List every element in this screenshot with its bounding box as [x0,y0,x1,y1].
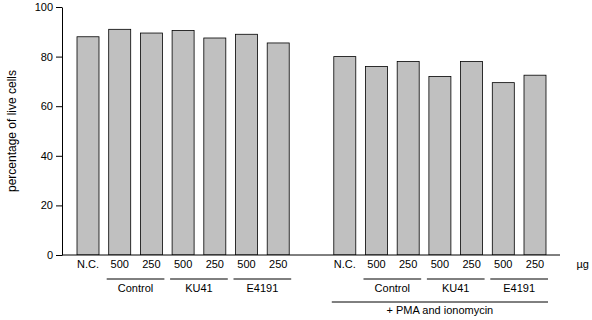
group-bracket [427,279,485,280]
y-tick-label: 0 [47,249,53,261]
y-tick-label: 100 [35,1,53,13]
x-tick-label: 500 [111,258,129,270]
bars [77,29,546,255]
bar [236,34,258,255]
x-tick-labels: N.C. 500 250 500 250 500 250 N.C. 500 250 500 250 50… [77,258,544,270]
y-tick-label: 40 [41,150,53,162]
group-label: Control [118,282,153,294]
x-tick-label: 500 [174,258,192,270]
bar [267,43,289,255]
bar [365,67,387,255]
x-axis-title: µg [577,258,589,270]
y-axis-line [62,8,63,256]
y-tick: 20 [41,199,62,211]
group-label: KU41 [185,282,213,294]
bar [397,62,419,255]
bar [492,83,514,255]
group-label: Control [375,282,410,294]
bar [140,33,162,255]
bar [77,37,99,255]
group-bracket [332,302,548,303]
group-label: KU41 [442,282,470,294]
bar [109,29,131,255]
group-labels: Control KU41 E4191 Control KU41 E4191 + PMA an… [107,279,548,316]
x-tick-label: 500 [367,258,385,270]
x-tick-label: 250 [142,258,160,270]
x-tick-label: 250 [269,258,287,270]
y-tick: 100 [35,1,62,13]
y-tick: 60 [41,100,62,112]
y-tick-mark [56,255,62,256]
bar [204,38,226,255]
y-axis-title: percentage of live cells [5,70,19,192]
y-tick-mark [56,106,62,107]
y-tick-mark [56,205,62,206]
bar [334,57,356,255]
x-tick-label: 250 [462,258,480,270]
x-tick-label: 500 [237,258,255,270]
group-bracket [170,279,228,280]
y-tick-mark [56,7,62,8]
bar [461,62,483,255]
y-tick-label: 60 [41,100,53,112]
chart: 0 20 40 60 80 100 N.C. 500 250 500 250 500 250 N.C. 50… [0,0,592,320]
x-tick-label: 500 [494,258,512,270]
group-label: + PMA and ionomycin [387,304,494,316]
group-label: E4191 [503,282,535,294]
x-tick-label: 250 [399,258,417,270]
bar [524,75,546,255]
y-tick: 0 [47,249,62,261]
y-axis: 0 20 40 60 80 100 [35,1,63,261]
group-bracket [107,279,165,280]
x-tick-label: N.C. [77,258,99,270]
bar [429,76,451,255]
y-tick-label: 20 [41,199,53,211]
x-tick-label: N.C. [334,258,356,270]
group-bracket [363,279,421,280]
x-tick-label: 250 [526,258,544,270]
x-axis-line [62,255,560,256]
group-label: E4191 [246,282,278,294]
y-tick-label: 80 [41,51,53,63]
x-tick-label: 500 [431,258,449,270]
y-tick: 80 [41,51,62,63]
y-tick-mark [56,57,62,58]
bar [172,31,194,255]
y-tick: 40 [41,150,62,162]
group-bracket [490,279,548,280]
x-tick-label: 250 [206,258,224,270]
y-tick-mark [56,156,62,157]
group-bracket [234,279,292,280]
